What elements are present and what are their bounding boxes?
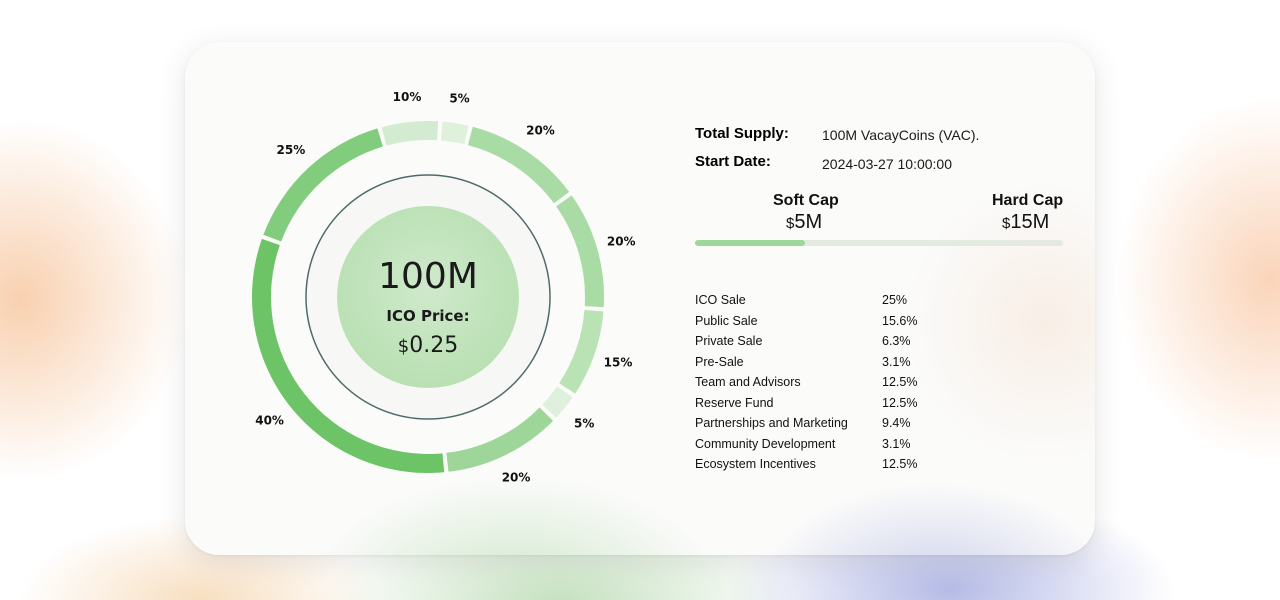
ico-price-currency: $ <box>398 336 409 357</box>
ico-price-value: 0.25 <box>409 333 458 358</box>
soft-cap-value: $5M <box>786 211 822 234</box>
donut-segment-label: 25% <box>277 143 306 157</box>
allocation-name: ICO Sale <box>695 293 746 307</box>
donut-segment <box>381 121 439 146</box>
hard-cap-value: $15M <box>1002 211 1049 234</box>
donut-segment <box>467 126 570 204</box>
allocation-percent: 25% <box>882 293 908 307</box>
cap-progress-fill <box>695 240 806 246</box>
total-supply-label: Total Supply: <box>695 125 789 142</box>
allocation-name: Pre-Sale <box>695 355 744 369</box>
allocation-name: Team and Advisors <box>695 375 801 389</box>
donut-segment <box>556 195 604 308</box>
start-date-label: Start Date: <box>695 153 771 170</box>
start-date-value: 2024-03-27 10:00:00 <box>822 156 952 172</box>
allocation-percent: 12.5% <box>882 396 918 410</box>
allocation-percent: 3.1% <box>882 437 911 451</box>
donut-segment <box>542 386 573 418</box>
allocation-percent: 3.1% <box>882 355 911 369</box>
donut-segment-label: 5% <box>574 417 594 431</box>
soft-cap-label: Soft Cap <box>773 192 839 209</box>
hard-cap-currency: $ <box>1002 215 1011 232</box>
allocation-name: Community Development <box>695 437 836 451</box>
allocation-donut-chart: 10% 5% 20% 20% 15% 5% 20% 40% 25% 100M ICO Price… <box>251 90 636 485</box>
donut-segment-label: 10% <box>393 90 422 104</box>
center-disc <box>337 206 519 388</box>
allocation-name: Partnerships and Marketing <box>695 416 848 430</box>
donut-segment-label: 40% <box>255 414 284 428</box>
donut-segment-label: 15% <box>604 355 633 369</box>
ico-price-label: ICO Price: <box>386 307 469 325</box>
donut-segment <box>251 238 445 474</box>
soft-cap-amount: 5M <box>794 211 823 233</box>
donut-segment <box>263 128 383 242</box>
allocation-percent: 9.4% <box>882 416 911 430</box>
tokenomics-card: 10% 5% 20% 20% 15% 5% 20% 40% 25% 100M ICO Price… <box>185 42 1095 555</box>
hard-cap-amount: 15M <box>1010 211 1050 233</box>
donut-segment <box>440 121 469 145</box>
allocation-name: Ecosystem Incentives <box>695 457 816 471</box>
allocation-name: Reserve Fund <box>695 396 774 410</box>
donut-segment <box>446 407 554 472</box>
cap-progress-bar <box>695 240 1063 246</box>
soft-cap-currency: $ <box>786 215 795 232</box>
allocation-percent: 12.5% <box>882 375 918 389</box>
donut-segment-label: 20% <box>526 123 555 137</box>
allocation-percent: 12.5% <box>882 457 918 471</box>
donut-segment-label: 20% <box>607 235 636 249</box>
donut-segment <box>559 309 604 394</box>
allocation-name: Public Sale <box>695 314 758 328</box>
allocation-name: Private Sale <box>695 334 763 348</box>
total-supply-text: 100M VacayCoins (VAC). <box>822 127 980 143</box>
ico-price: $0.25 <box>398 333 458 358</box>
total-supply-value: 100M <box>378 256 478 297</box>
allocation-percent: 15.6% <box>882 314 918 328</box>
donut-segment-label: 5% <box>449 91 469 105</box>
donut-segment-label: 20% <box>502 471 531 485</box>
allocation-percent: 6.3% <box>882 334 911 348</box>
hard-cap-label: Hard Cap <box>992 192 1064 209</box>
